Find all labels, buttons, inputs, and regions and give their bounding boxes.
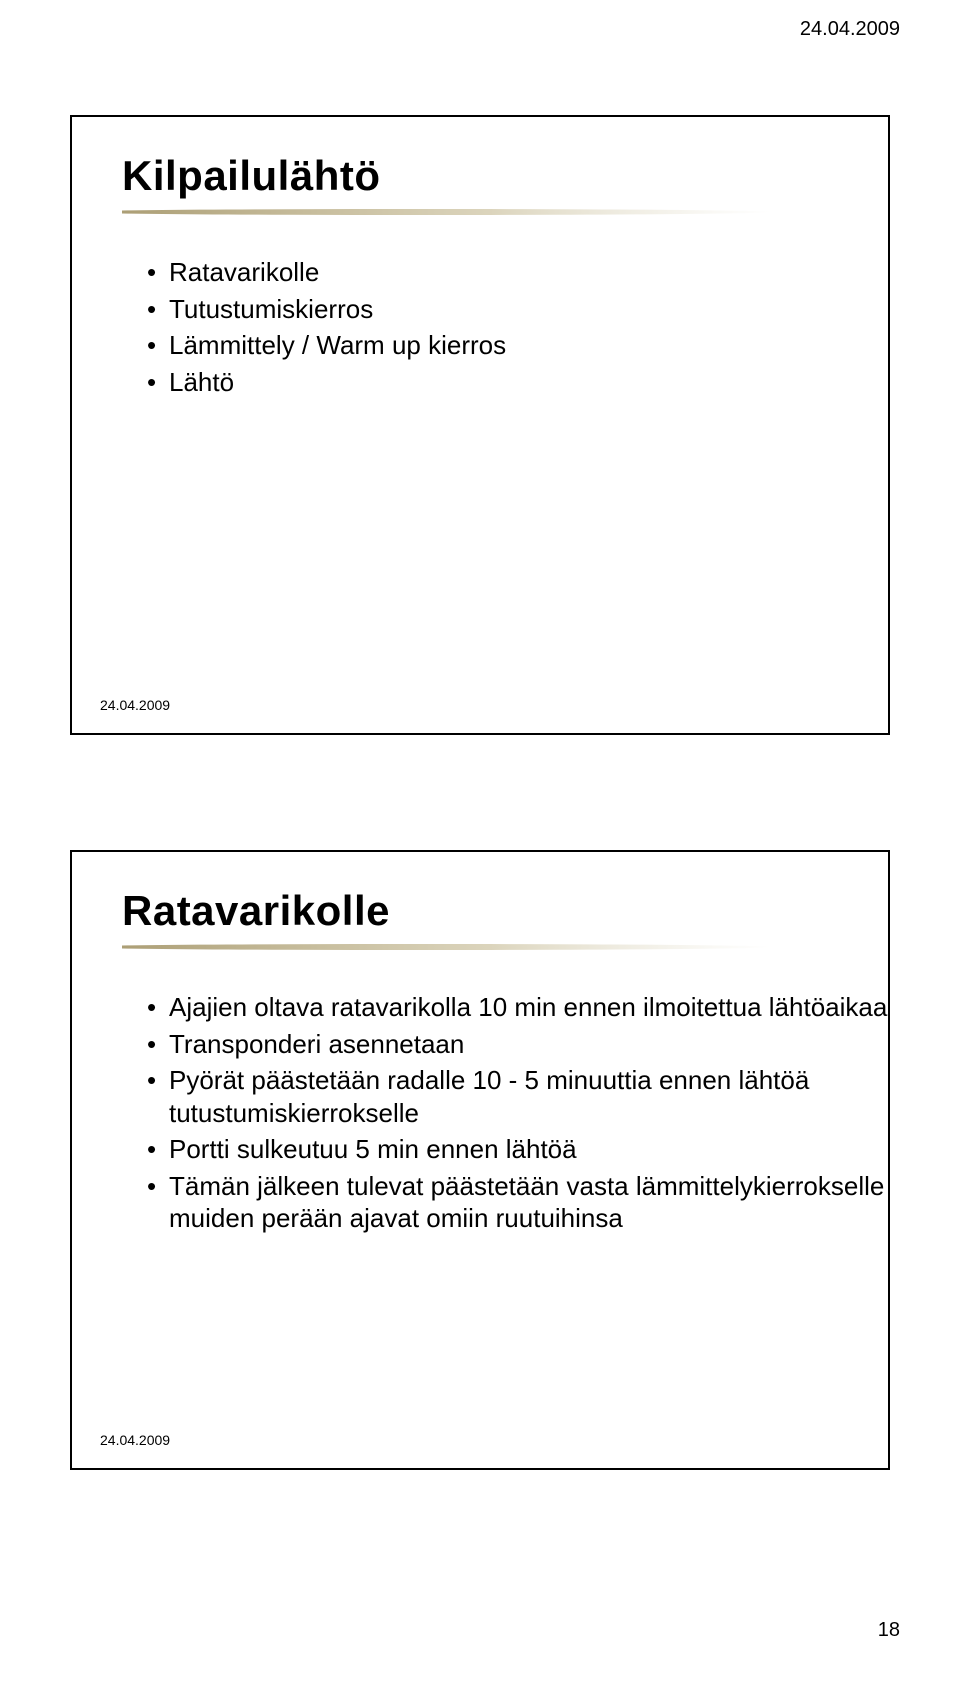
bullet-item: Lämmittely / Warm up kierros bbox=[147, 329, 888, 362]
bullet-item: Tutustumiskierros bbox=[147, 293, 888, 326]
slide-1-footer-date: 24.04.2009 bbox=[100, 697, 170, 713]
bullet-item: Tämän jälkeen tulevat päästetään vasta l… bbox=[147, 1170, 888, 1235]
bullet-item: Pyörät päästetään radalle 10 - 5 minuutt… bbox=[147, 1064, 888, 1129]
slide-2: Ratavarikolle Ajajien oltava ratavarikol… bbox=[70, 850, 890, 1470]
bullet-item: Lähtö bbox=[147, 366, 888, 399]
bullet-item: Portti sulkeutuu 5 min ennen lähtöä bbox=[147, 1133, 888, 1166]
slide-2-bullets: Ajajien oltava ratavarikolla 10 min enne… bbox=[147, 991, 888, 1235]
slide-1-title: Kilpailulähtö bbox=[122, 152, 888, 200]
title-underline-icon bbox=[122, 943, 822, 951]
slide-2-footer-date: 24.04.2009 bbox=[100, 1432, 170, 1448]
title-underline-icon bbox=[122, 208, 822, 216]
page-number: 18 bbox=[878, 1619, 900, 1642]
bullet-item: Ajajien oltava ratavarikolla 10 min enne… bbox=[147, 991, 888, 1024]
bullet-item: Ratavarikolle bbox=[147, 256, 888, 289]
slide-1-bullets: Ratavarikolle Tutustumiskierros Lämmitte… bbox=[147, 256, 888, 398]
bullet-item: Transponderi asennetaan bbox=[147, 1028, 888, 1061]
slide-2-title: Ratavarikolle bbox=[122, 887, 888, 935]
slide-1: Kilpailulähtö Ratavarikolle Tutustumiski… bbox=[70, 115, 890, 735]
page-date-header: 24.04.2009 bbox=[800, 18, 900, 41]
